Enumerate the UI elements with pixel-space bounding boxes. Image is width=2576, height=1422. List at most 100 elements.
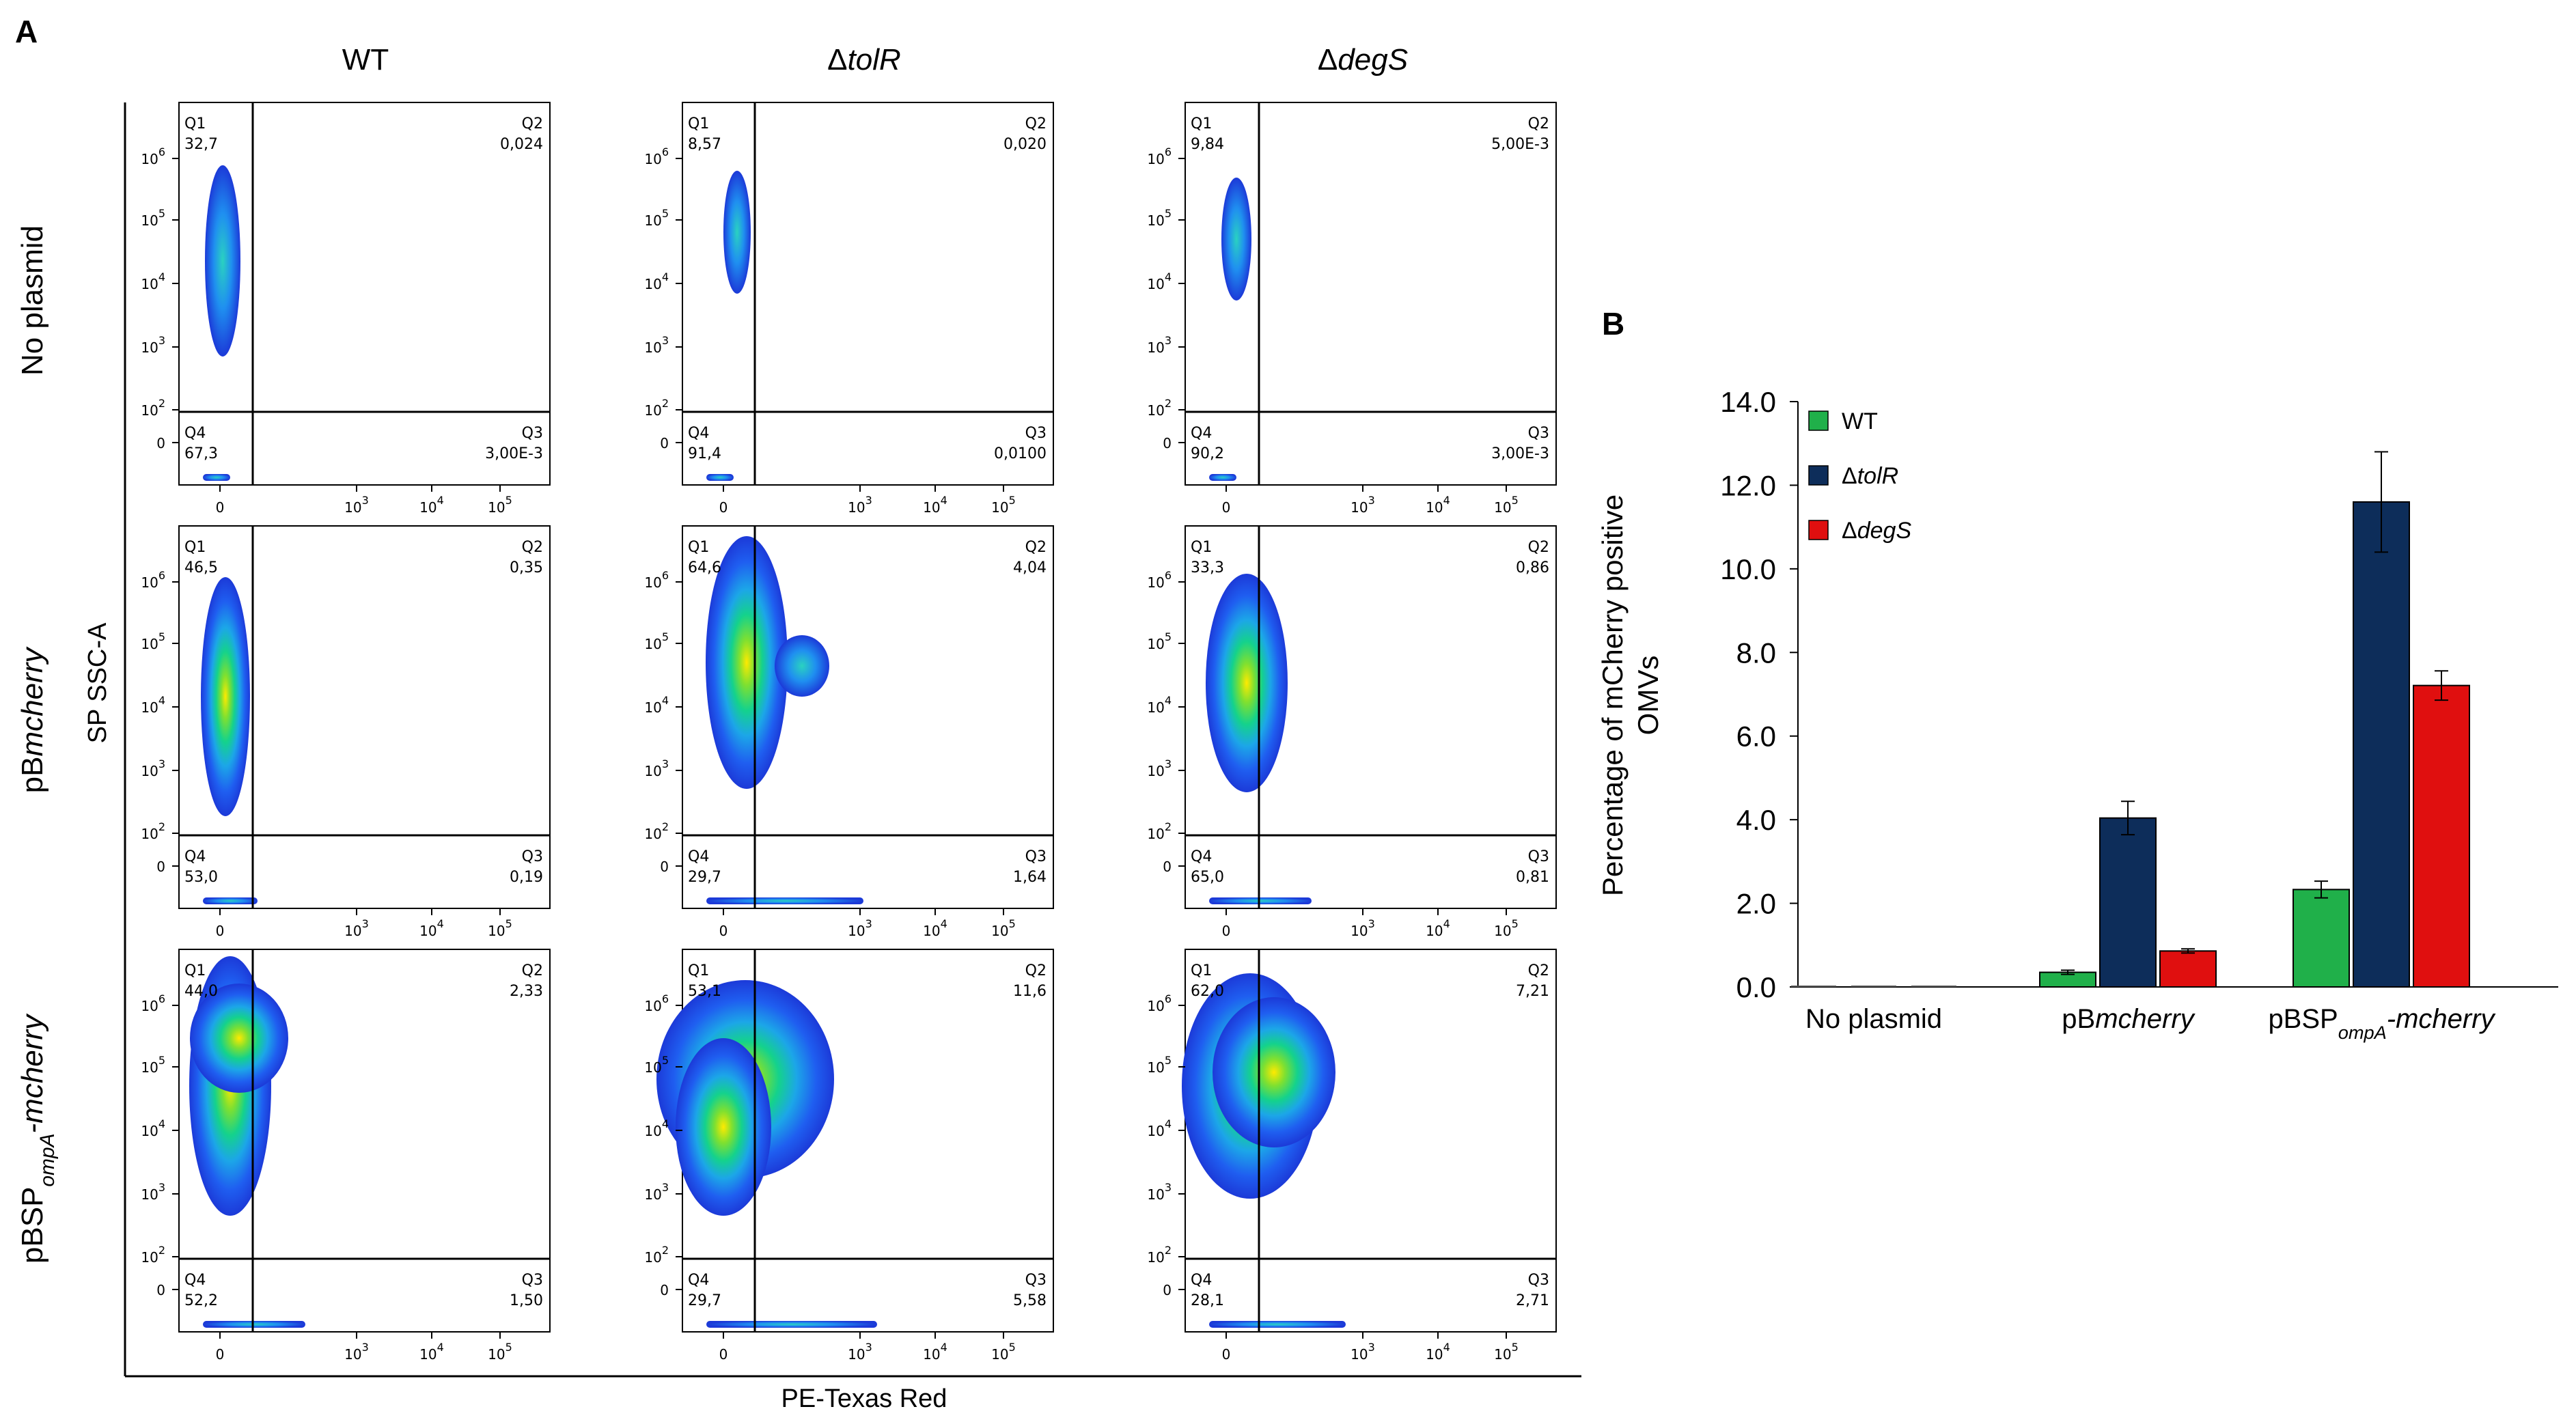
y-tick-label: 6.0 (1736, 721, 1776, 753)
tick-base: 0 (156, 435, 165, 451)
text-segment: pBSP (16, 1187, 49, 1264)
tick-exponent: 6 (158, 145, 165, 158)
quadrant-percent: 44,0 (184, 983, 218, 1000)
tick-base: 10 (644, 826, 661, 842)
tick-base: 10 (1351, 499, 1368, 516)
tick-base: 10 (1147, 276, 1164, 292)
text-segment: degS (1857, 518, 1912, 544)
density-contour (1206, 574, 1288, 792)
quadrant-name: Q2 (522, 539, 543, 556)
density-contour (706, 1321, 877, 1328)
tick-exponent: 4 (662, 694, 669, 707)
quadrant-percent: 5,58 (1013, 1292, 1047, 1309)
y-tick-label: 104 (644, 694, 669, 716)
tick-base: 10 (1147, 402, 1164, 419)
y-tick-label: 0 (1163, 859, 1172, 875)
category-label: pBSPompA-mcherry (2268, 1004, 2496, 1043)
legend-label: WT (1842, 408, 1878, 434)
tick-exponent: 5 (662, 630, 669, 643)
y-tick-label: 0 (156, 1282, 165, 1298)
quadrant-percent: 33,3 (1191, 559, 1224, 576)
bar (2159, 950, 2217, 988)
tick-exponent: 5 (158, 207, 165, 220)
tick-base: 10 (644, 1249, 661, 1266)
quadrant-percent: 46,5 (184, 559, 218, 576)
tick-exponent: 3 (362, 917, 369, 930)
flow-plot: Q18,57Q20,020Q30,0100Q491,41061051041031… (644, 102, 1054, 516)
tick-exponent: 6 (1165, 569, 1172, 582)
x-tick-label: 105 (488, 1341, 512, 1363)
category-label: No plasmid (1805, 1004, 1942, 1034)
quadrant-name: Q1 (184, 962, 206, 979)
tick-base: 0 (1163, 1282, 1172, 1298)
y-tick-label: 105 (141, 1054, 165, 1076)
tick-exponent: 4 (941, 494, 947, 507)
legend-swatch (1808, 520, 1829, 540)
flow-plot: Q133,3Q20,86Q30,81Q465,01061051041031020… (1147, 525, 1557, 939)
text-segment: ompA (2338, 1022, 2387, 1043)
tick-base: 0 (156, 1282, 165, 1298)
quadrant-percent: 91,4 (688, 445, 721, 462)
tick-exponent: 2 (158, 397, 165, 410)
y-tick-label: 0 (156, 859, 165, 875)
y-tick-label: 103 (141, 334, 165, 356)
quadrant-name: Q2 (1528, 539, 1549, 556)
tick-base: 10 (344, 923, 361, 939)
tick-exponent: 6 (662, 992, 669, 1005)
quadrant-percent: 1,50 (510, 1292, 543, 1309)
bar (2293, 889, 2350, 988)
header-text: WT (342, 43, 389, 76)
y-axis-title-line: Percentage of mCherry positive (1596, 494, 1629, 896)
y-tick-label: 104 (1147, 270, 1172, 292)
y-tick-label: 104 (1147, 1117, 1172, 1139)
y-tick-label: 102 (141, 1244, 165, 1266)
y-tick-label: 102 (141, 397, 165, 419)
tick-base: 10 (141, 574, 158, 591)
x-tick-label: 104 (1426, 917, 1450, 939)
tick-exponent: 4 (158, 1117, 165, 1130)
x-tick-label: 103 (848, 494, 872, 516)
quadrant-name: Q4 (1191, 1272, 1212, 1289)
tick-exponent: 6 (158, 569, 165, 582)
y-tick-label: 104 (141, 270, 165, 292)
quadrant-percent: 1,64 (1013, 869, 1047, 886)
y-tick-label: 105 (141, 630, 165, 652)
quadrant-name: Q3 (1025, 848, 1047, 865)
tick-base: 0 (660, 435, 669, 451)
plot-frame (178, 102, 551, 486)
x-axis-title-pe-texas-red: PE-Texas Red (781, 1384, 947, 1413)
quadrant-name: Q2 (522, 962, 543, 979)
tick-exponent: 3 (1368, 1341, 1375, 1354)
quadrant-percent: 64,6 (688, 559, 721, 576)
density-contour (203, 897, 258, 904)
column-headers: WT ΔtolR ΔdegS (342, 43, 1408, 76)
quadrant-percent: 0,35 (510, 559, 543, 576)
x-tick-label: 103 (848, 917, 872, 939)
tick-base: 0 (156, 859, 165, 875)
y-axis-title-ssc: SP SSC-A (83, 622, 112, 743)
tick-base: 10 (141, 339, 158, 356)
tick-exponent: 2 (1165, 820, 1172, 833)
quadrant-name: Q3 (1528, 848, 1549, 865)
tick-base: 10 (419, 1346, 437, 1363)
tick-base: 10 (1147, 636, 1164, 652)
quadrant-name: Q2 (1528, 115, 1549, 133)
tick-base: 10 (848, 499, 865, 516)
text-segment: -mcherry (16, 1013, 49, 1134)
quadrant-percent: 62,0 (1191, 983, 1224, 1000)
y-tick-label: 106 (141, 569, 165, 591)
quadrant-percent: 0,81 (1516, 869, 1549, 886)
tick-base: 0 (1222, 1346, 1231, 1363)
y-tick-label: 103 (141, 757, 165, 779)
quadrant-name: Q1 (688, 539, 709, 556)
x-tick-label: 104 (419, 1341, 444, 1363)
quadrant-name: Q2 (1025, 115, 1047, 133)
x-tick-label: 104 (419, 917, 444, 939)
x-tick-label: 0 (719, 923, 728, 939)
y-tick-label: 0 (1163, 1282, 1172, 1298)
y-tick-label: 105 (1147, 630, 1172, 652)
tick-exponent: 6 (1165, 992, 1172, 1005)
y-axis-title-line: OMVs (1632, 656, 1664, 736)
y-tick-label: 0 (660, 859, 669, 875)
tick-base: 10 (991, 1346, 1008, 1363)
